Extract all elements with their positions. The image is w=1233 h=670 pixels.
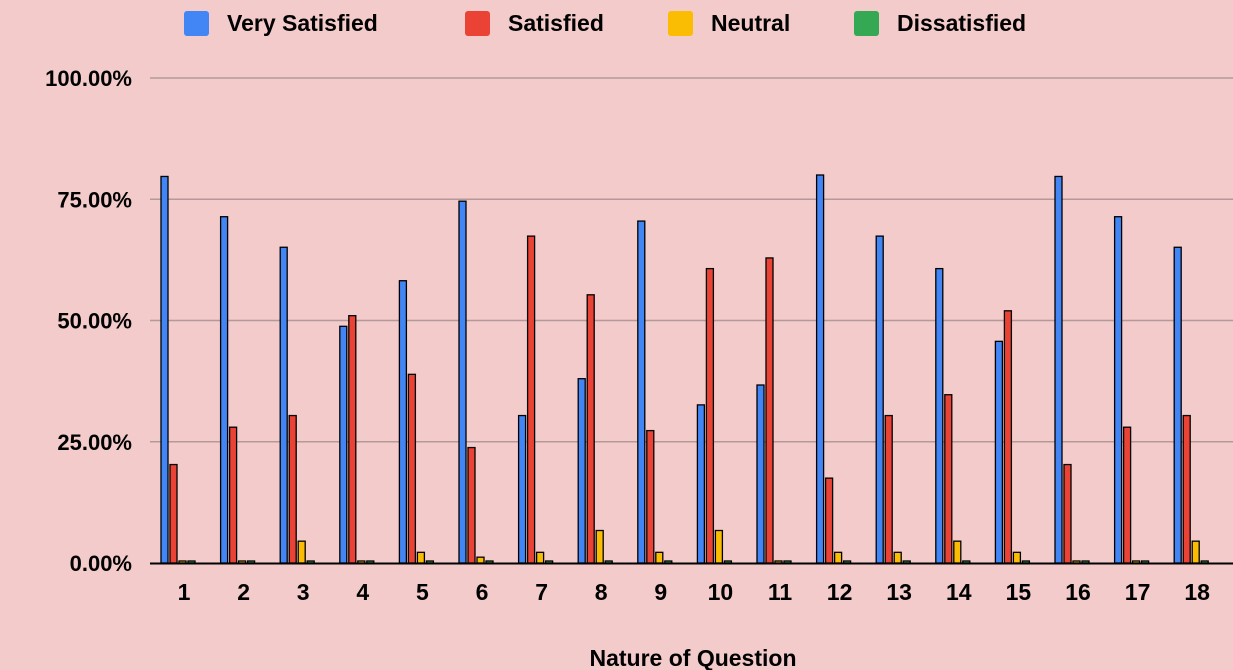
x-tick-label: 1 [178,579,191,605]
x-tick-label: 4 [356,579,369,605]
bar-3-satisfied [288,414,297,564]
y-tick-label: 100.00% [45,66,132,91]
bar-1-very-satisfied [160,175,169,564]
bar-12-neutral [833,551,843,564]
x-tick-label: 16 [1065,579,1091,605]
bar-5-satisfied [407,373,417,564]
bar-18-satisfied [1182,414,1191,564]
bar-7-neutral [535,551,545,564]
legend-item-very-satisfied: Very Satisfied [184,10,378,36]
gridlines [150,77,1233,443]
bar-9-neutral [655,551,664,564]
legend-swatch [184,11,209,36]
bar-3-neutral [297,540,306,564]
x-tick-label: 18 [1184,579,1210,605]
bar-13-neutral [893,551,902,564]
bar-8-neutral [595,529,604,564]
x-axis-tick-labels: 1 2 3 4 5 6 7 8 9 10 11 12 13 14 15 16 17 18 [178,579,1211,605]
bar-2-very-satisfied [219,216,229,564]
bar-17-satisfied [1122,426,1132,564]
bar-5-very-satisfied [398,280,408,564]
bar-9-very-satisfied [637,220,646,564]
bar-12-satisfied [824,477,834,564]
bar-2-satisfied [228,426,238,564]
bar-14-neutral [953,540,962,564]
x-tick-label: 7 [535,579,548,605]
legend-item-satisfied: Satisfied [465,10,604,36]
x-tick-label: 6 [476,579,489,605]
x-tick-label: 15 [1006,579,1032,605]
bar-16-very-satisfied [1054,175,1063,564]
bar-11-very-satisfied [756,384,765,564]
legend-label: Very Satisfied [227,10,378,36]
bar-6-satisfied [467,446,476,564]
y-tick-label: 50.00% [57,309,132,334]
y-tick-label: 75.00% [57,187,132,212]
legend-swatch [465,11,490,36]
bar-6-neutral [476,556,485,564]
y-axis-tick-labels: 0.00% 25.00% 50.00% 75.00% 100.00% [45,66,132,576]
x-tick-label: 2 [237,579,250,605]
bar-8-satisfied [586,294,595,564]
bar-11-satisfied [765,257,774,564]
y-tick-label: 25.00% [57,430,132,455]
x-tick-label: 9 [654,579,667,605]
bar-13-very-satisfied [875,235,884,564]
x-tick-label: 14 [946,579,972,605]
bar-1-satisfied [169,463,178,564]
bar-4-satisfied [348,314,357,564]
legend-label: Neutral [711,10,790,36]
bar-13-satisfied [884,414,893,564]
bar-15-satisfied [1003,310,1013,564]
bar-10-satisfied [705,267,715,564]
bar-9-satisfied [646,429,655,564]
x-tick-label: 10 [708,579,734,605]
bar-10-very-satisfied [696,404,706,564]
bar-18-very-satisfied [1173,246,1182,564]
bar-14-very-satisfied [935,267,944,564]
x-tick-label: 13 [886,579,912,605]
x-axis-title: Nature of Question [589,645,796,670]
bar-3-very-satisfied [279,246,288,564]
bar-15-very-satisfied [994,340,1004,564]
bar-8-very-satisfied [577,378,586,564]
bar-18-neutral [1191,540,1200,564]
bar-4-very-satisfied [339,325,348,564]
bar-12-very-satisfied [815,174,825,564]
legend: Very Satisfied Satisfied Neutral Dissatisfi… [184,10,1026,36]
bar-14-satisfied [944,394,953,564]
x-tick-label: 11 [768,579,793,605]
y-tick-label: 0.00% [70,551,132,576]
legend-item-neutral: Neutral [668,10,790,36]
legend-label: Satisfied [508,10,604,36]
bar-15-neutral [1012,551,1022,564]
bar-17-very-satisfied [1113,216,1123,564]
bar-7-satisfied [526,235,536,564]
legend-item-dissatisfied: Dissatisfied [854,10,1026,36]
x-tick-label: 12 [827,579,853,605]
legend-swatch [668,11,693,36]
x-tick-label: 5 [416,579,429,605]
bar-6-very-satisfied [458,200,467,564]
x-tick-label: 17 [1125,579,1151,605]
bar-10-neutral [714,529,724,564]
bar-16-satisfied [1063,463,1072,564]
bar-5-neutral [416,551,426,564]
bars [160,174,1209,564]
legend-label: Dissatisfied [897,10,1026,36]
legend-swatch [854,11,879,36]
x-tick-label: 3 [297,579,310,605]
bar-7-very-satisfied [517,414,527,564]
x-tick-label: 8 [595,579,608,605]
